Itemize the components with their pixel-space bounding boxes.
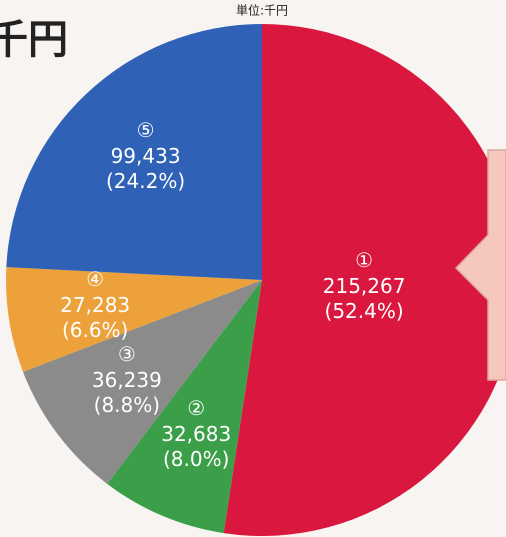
percent-label: (8.0%) [163, 447, 229, 471]
slice-number: ③ [118, 342, 136, 366]
chart-title: 千円 [0, 17, 68, 63]
value-label: 99,433 [111, 144, 181, 168]
percent-label: (24.2%) [106, 169, 185, 193]
pie-slice [23, 280, 262, 484]
pie-slice [223, 24, 506, 536]
callout [454, 149, 506, 381]
percent-label: (52.4%) [325, 299, 404, 323]
pie-slice [6, 24, 262, 280]
pie-slice [5, 267, 262, 372]
percent-label: (8.8%) [94, 393, 160, 417]
slice-number: ② [187, 396, 205, 420]
unit-label: 単位:千円 [236, 3, 288, 18]
percent-label: (6.6%) [62, 318, 128, 342]
slice-number: ① [355, 248, 373, 272]
value-label: 36,239 [92, 368, 162, 392]
slice-number: ⑤ [137, 118, 155, 142]
value-label: 32,683 [161, 422, 231, 446]
value-label: 27,283 [60, 293, 130, 317]
slice-number: ④ [86, 267, 104, 291]
pie-slice [107, 280, 263, 534]
value-label: 215,267 [323, 274, 406, 298]
